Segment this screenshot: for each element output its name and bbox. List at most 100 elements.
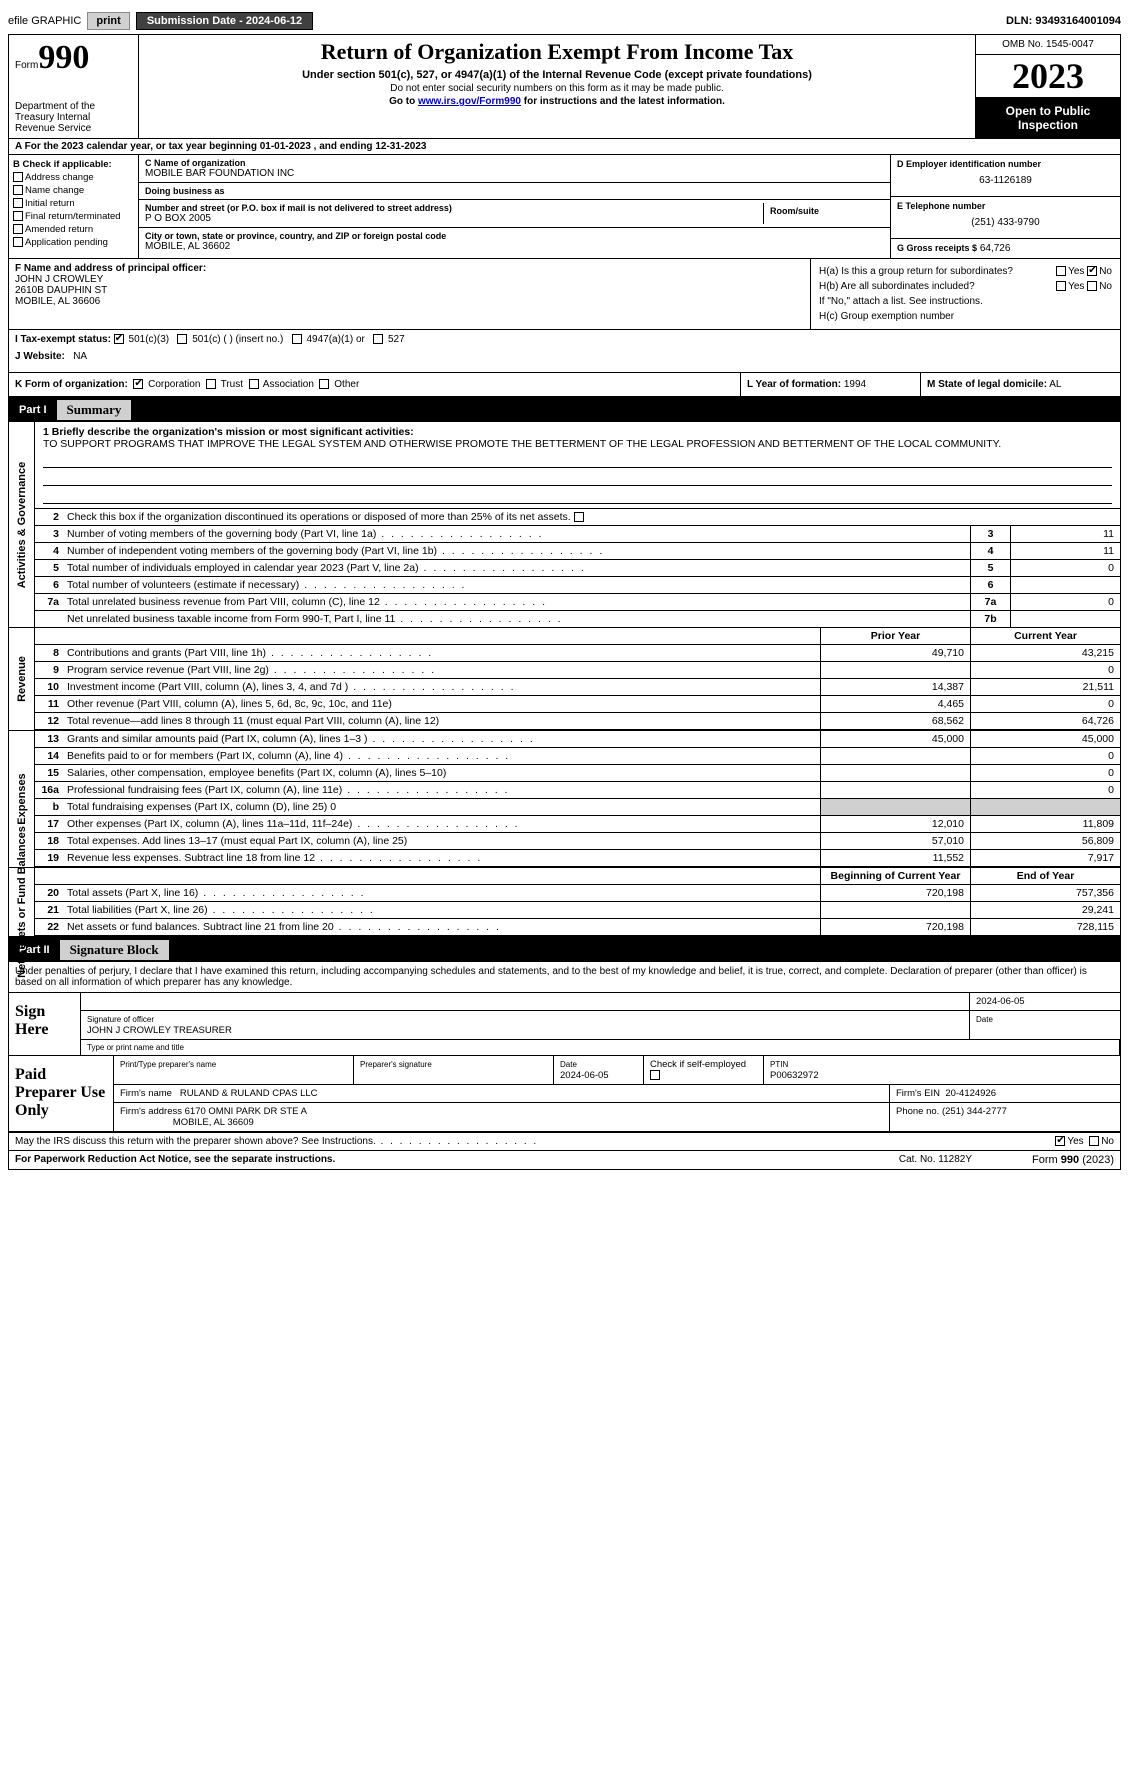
- rev-row: 12Total revenue—add lines 8 through 11 (…: [35, 713, 1120, 730]
- ein: 63-1126189: [897, 169, 1114, 192]
- paid-preparer-block: Paid Preparer Use Only Print/Type prepar…: [9, 1056, 1120, 1133]
- chk-address-change[interactable]: [13, 172, 23, 182]
- exp-row: bTotal fundraising expenses (Part IX, co…: [35, 799, 1120, 816]
- ha-yes[interactable]: [1056, 266, 1066, 276]
- part2-header: Part II Signature Block: [9, 938, 1120, 962]
- hb-no[interactable]: [1087, 281, 1097, 291]
- org-name: MOBILE BAR FOUNDATION INC: [145, 168, 884, 179]
- rev-row: 11Other revenue (Part VIII, column (A), …: [35, 696, 1120, 713]
- side-net: Net Assets or Fund Balances: [16, 826, 28, 978]
- chk-name-change[interactable]: [13, 185, 23, 195]
- ptin: P00632972: [770, 1070, 819, 1081]
- omb-number: OMB No. 1545-0047: [976, 35, 1120, 55]
- discuss-yes[interactable]: [1055, 1136, 1065, 1146]
- side-rev: Revenue: [16, 656, 28, 702]
- sign-here-block: Sign Here 2024-06-05 Signature of office…: [9, 993, 1120, 1056]
- net-row: 20Total assets (Part X, line 16)720,1987…: [35, 885, 1120, 902]
- l5-val: 0: [1010, 560, 1120, 576]
- officer-name: JOHN J CROWLEY: [15, 274, 804, 285]
- row-f-officer: F Name and address of principal officer:…: [9, 259, 1120, 330]
- firm-addr1: 6170 OMNI PARK DR STE A: [185, 1106, 307, 1117]
- firm-name: RULAND & RULAND CPAS LLC: [180, 1088, 318, 1099]
- box-d-ein: D Employer identification number 63-1126…: [890, 155, 1120, 258]
- website: NA: [73, 351, 87, 362]
- phone: (251) 433-9790: [897, 211, 1114, 234]
- officer-sig: JOHN J CROWLEY TREASURER: [87, 1025, 232, 1036]
- chk-501c3[interactable]: [114, 334, 124, 344]
- form-title: Return of Organization Exempt From Incom…: [147, 39, 967, 65]
- box-c-org-info: C Name of organization MOBILE BAR FOUNDA…: [139, 155, 890, 258]
- goto-note: Go to www.irs.gov/Form990 for instructio…: [147, 96, 967, 107]
- chk-amended[interactable]: [13, 224, 23, 234]
- side-gov: Activities & Governance: [16, 461, 28, 588]
- chk-final-return[interactable]: [13, 211, 23, 221]
- footer: For Paperwork Reduction Act Notice, see …: [9, 1151, 1120, 1169]
- exp-row: 14Benefits paid to or for members (Part …: [35, 748, 1120, 765]
- officer-addr2: MOBILE, AL 36606: [15, 296, 804, 307]
- chk-initial-return[interactable]: [13, 198, 23, 208]
- sign-date: 2024-06-05: [970, 993, 1120, 1010]
- rev-row: 9Program service revenue (Part VIII, lin…: [35, 662, 1120, 679]
- row-a-tax-year: A For the 2023 calendar year, or tax yea…: [9, 139, 1120, 155]
- firm-addr2: MOBILE, AL 36609: [173, 1117, 254, 1128]
- chk-527[interactable]: [373, 334, 383, 344]
- box-b-checkboxes: B Check if applicable: Address change Na…: [9, 155, 139, 258]
- dept-label: Department of the Treasury Internal Reve…: [15, 101, 132, 134]
- side-exp: Expenses: [16, 773, 28, 824]
- hb-yes[interactable]: [1056, 281, 1066, 291]
- mission-text: TO SUPPORT PROGRAMS THAT IMPROVE THE LEG…: [43, 438, 1001, 450]
- city: MOBILE, AL 36602: [145, 241, 884, 252]
- exp-row: 19Revenue less expenses. Subtract line 1…: [35, 850, 1120, 867]
- part1-header: Part I Summary: [9, 398, 1120, 422]
- net-row: 22Net assets or fund balances. Subtract …: [35, 919, 1120, 936]
- year-formed: 1994: [844, 379, 866, 390]
- tax-year: 2023: [976, 55, 1120, 98]
- officer-addr1: 2610B DAUPHIN ST: [15, 285, 804, 296]
- chk-self-emp[interactable]: [650, 1070, 660, 1080]
- dln-label: DLN: 93493164001094: [1006, 15, 1121, 27]
- chk-other[interactable]: [319, 379, 329, 389]
- chk-trust[interactable]: [206, 379, 216, 389]
- l4-val: 11: [1010, 543, 1120, 559]
- exp-row: 15Salaries, other compensation, employee…: [35, 765, 1120, 782]
- net-assets-section: Net Assets or Fund Balances Beginning of…: [9, 868, 1120, 938]
- discuss-no[interactable]: [1089, 1136, 1099, 1146]
- efile-label: efile GRAPHIC: [8, 15, 81, 27]
- open-public-badge: Open to Public Inspection: [976, 98, 1120, 138]
- state-domicile: AL: [1049, 379, 1061, 390]
- form-number: Form990: [15, 39, 132, 77]
- l3-val: 11: [1010, 526, 1120, 542]
- gross-receipts: 64,726: [980, 243, 1011, 254]
- row-ij: I Tax-exempt status: 501(c)(3) 501(c) ( …: [9, 330, 1120, 373]
- governance-section: Activities & Governance 1 Briefly descri…: [9, 422, 1120, 628]
- form-subtitle: Under section 501(c), 527, or 4947(a)(1)…: [147, 69, 967, 81]
- prep-date: 2024-06-05: [560, 1070, 609, 1081]
- revenue-section: Revenue Prior YearCurrent Year 8Contribu…: [9, 628, 1120, 731]
- chk-4947[interactable]: [292, 334, 302, 344]
- section-bcd: B Check if applicable: Address change Na…: [9, 155, 1120, 259]
- firm-phone: (251) 344-2777: [942, 1106, 1007, 1117]
- net-row: 21Total liabilities (Part X, line 26)29,…: [35, 902, 1120, 919]
- exp-row: 16aProfessional fundraising fees (Part I…: [35, 782, 1120, 799]
- chk-501c[interactable]: [177, 334, 187, 344]
- expenses-section: Expenses 13Grants and similar amounts pa…: [9, 731, 1120, 868]
- chk-discontinued[interactable]: [574, 512, 584, 522]
- exp-row: 18Total expenses. Add lines 13–17 (must …: [35, 833, 1120, 850]
- firm-ein: 20-4124926: [945, 1088, 996, 1099]
- street: P O BOX 2005: [145, 213, 763, 224]
- l7b-val: [1010, 611, 1120, 627]
- ha-no[interactable]: [1087, 266, 1097, 276]
- chk-corp[interactable]: [133, 379, 143, 389]
- form-990-container: Form990 Department of the Treasury Inter…: [8, 34, 1121, 1170]
- rev-row: 8Contributions and grants (Part VIII, li…: [35, 645, 1120, 662]
- submission-date-button[interactable]: Submission Date - 2024-06-12: [136, 12, 313, 30]
- chk-assoc[interactable]: [249, 379, 259, 389]
- top-toolbar: efile GRAPHIC print Submission Date - 20…: [8, 8, 1121, 34]
- chk-app-pending[interactable]: [13, 237, 23, 247]
- row-klm: K Form of organization: Corporation Trus…: [9, 373, 1120, 398]
- rev-row: 10Investment income (Part VIII, column (…: [35, 679, 1120, 696]
- irs-link[interactable]: www.irs.gov/Form990: [418, 96, 521, 107]
- print-button[interactable]: print: [87, 12, 129, 30]
- exp-row: 13Grants and similar amounts paid (Part …: [35, 731, 1120, 748]
- signature-declaration: Under penalties of perjury, I declare th…: [9, 962, 1120, 993]
